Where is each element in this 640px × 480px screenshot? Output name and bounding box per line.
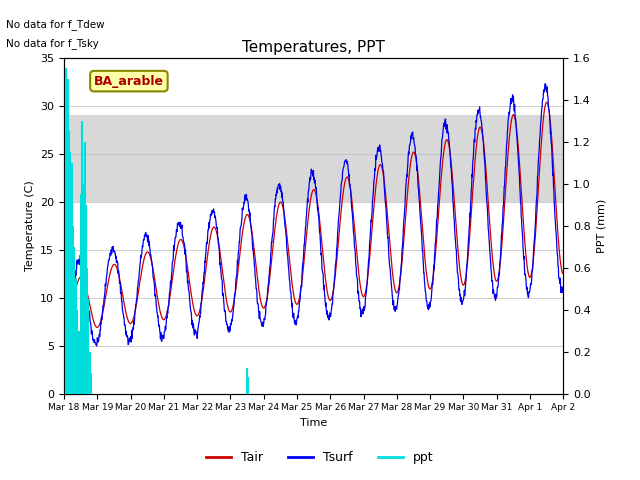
Text: No data for f_Tsky: No data for f_Tsky [6,38,99,49]
Legend: Tair, Tsurf, ppt: Tair, Tsurf, ppt [202,446,438,469]
Bar [64,115,563,202]
Y-axis label: Temperature (C): Temperature (C) [24,180,35,271]
Text: BA_arable: BA_arable [94,74,164,88]
Y-axis label: PPT (mm): PPT (mm) [596,198,606,253]
X-axis label: Time: Time [300,418,327,428]
Title: Temperatures, PPT: Temperatures, PPT [242,40,385,55]
Text: No data for f_Tdew: No data for f_Tdew [6,19,105,30]
